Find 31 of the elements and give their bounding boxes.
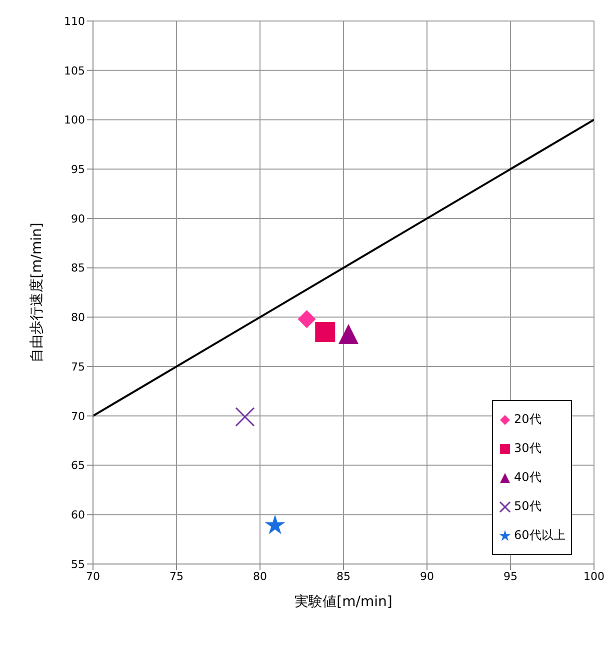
x-axis-title: 実験値[m/min] — [294, 594, 392, 610]
x-tick-label: 100 — [584, 570, 604, 583]
y-tick-label: 90 — [71, 212, 85, 226]
x-tick-label: 80 — [253, 570, 267, 583]
x-tick-label: 90 — [420, 570, 434, 583]
point — [315, 322, 336, 342]
y-tick-label: 65 — [71, 459, 85, 472]
x-tick-label: 75 — [170, 570, 184, 583]
y-tick-label: 55 — [71, 558, 85, 571]
y-tick-label: 80 — [71, 311, 85, 324]
x-tick-label: 95 — [504, 570, 518, 583]
y-tick-label: 95 — [71, 162, 85, 176]
point — [338, 324, 359, 344]
y-tick-label: 100 — [64, 114, 85, 127]
y-tick-label: 85 — [71, 262, 85, 275]
legend-label: 30代 — [514, 440, 542, 457]
y-tick-label: 60 — [71, 508, 85, 522]
legend-label: 60代以上 — [514, 527, 566, 544]
point — [264, 514, 286, 534]
y-tick-label: 110 — [64, 14, 85, 28]
legend-label: 20代 — [514, 411, 542, 428]
legend-label: 50代 — [514, 498, 542, 515]
y-tick-label: 70 — [71, 410, 85, 423]
y-axis-title: 自由歩行速度[m/min] — [28, 222, 45, 362]
x-tick-label: 70 — [86, 570, 100, 583]
y-tick-label: 75 — [71, 360, 85, 374]
point — [235, 407, 255, 427]
point — [298, 310, 316, 328]
x-tick-label: 85 — [336, 570, 350, 583]
legend-label: 40代 — [514, 469, 542, 486]
y-tick-label: 105 — [64, 64, 85, 78]
